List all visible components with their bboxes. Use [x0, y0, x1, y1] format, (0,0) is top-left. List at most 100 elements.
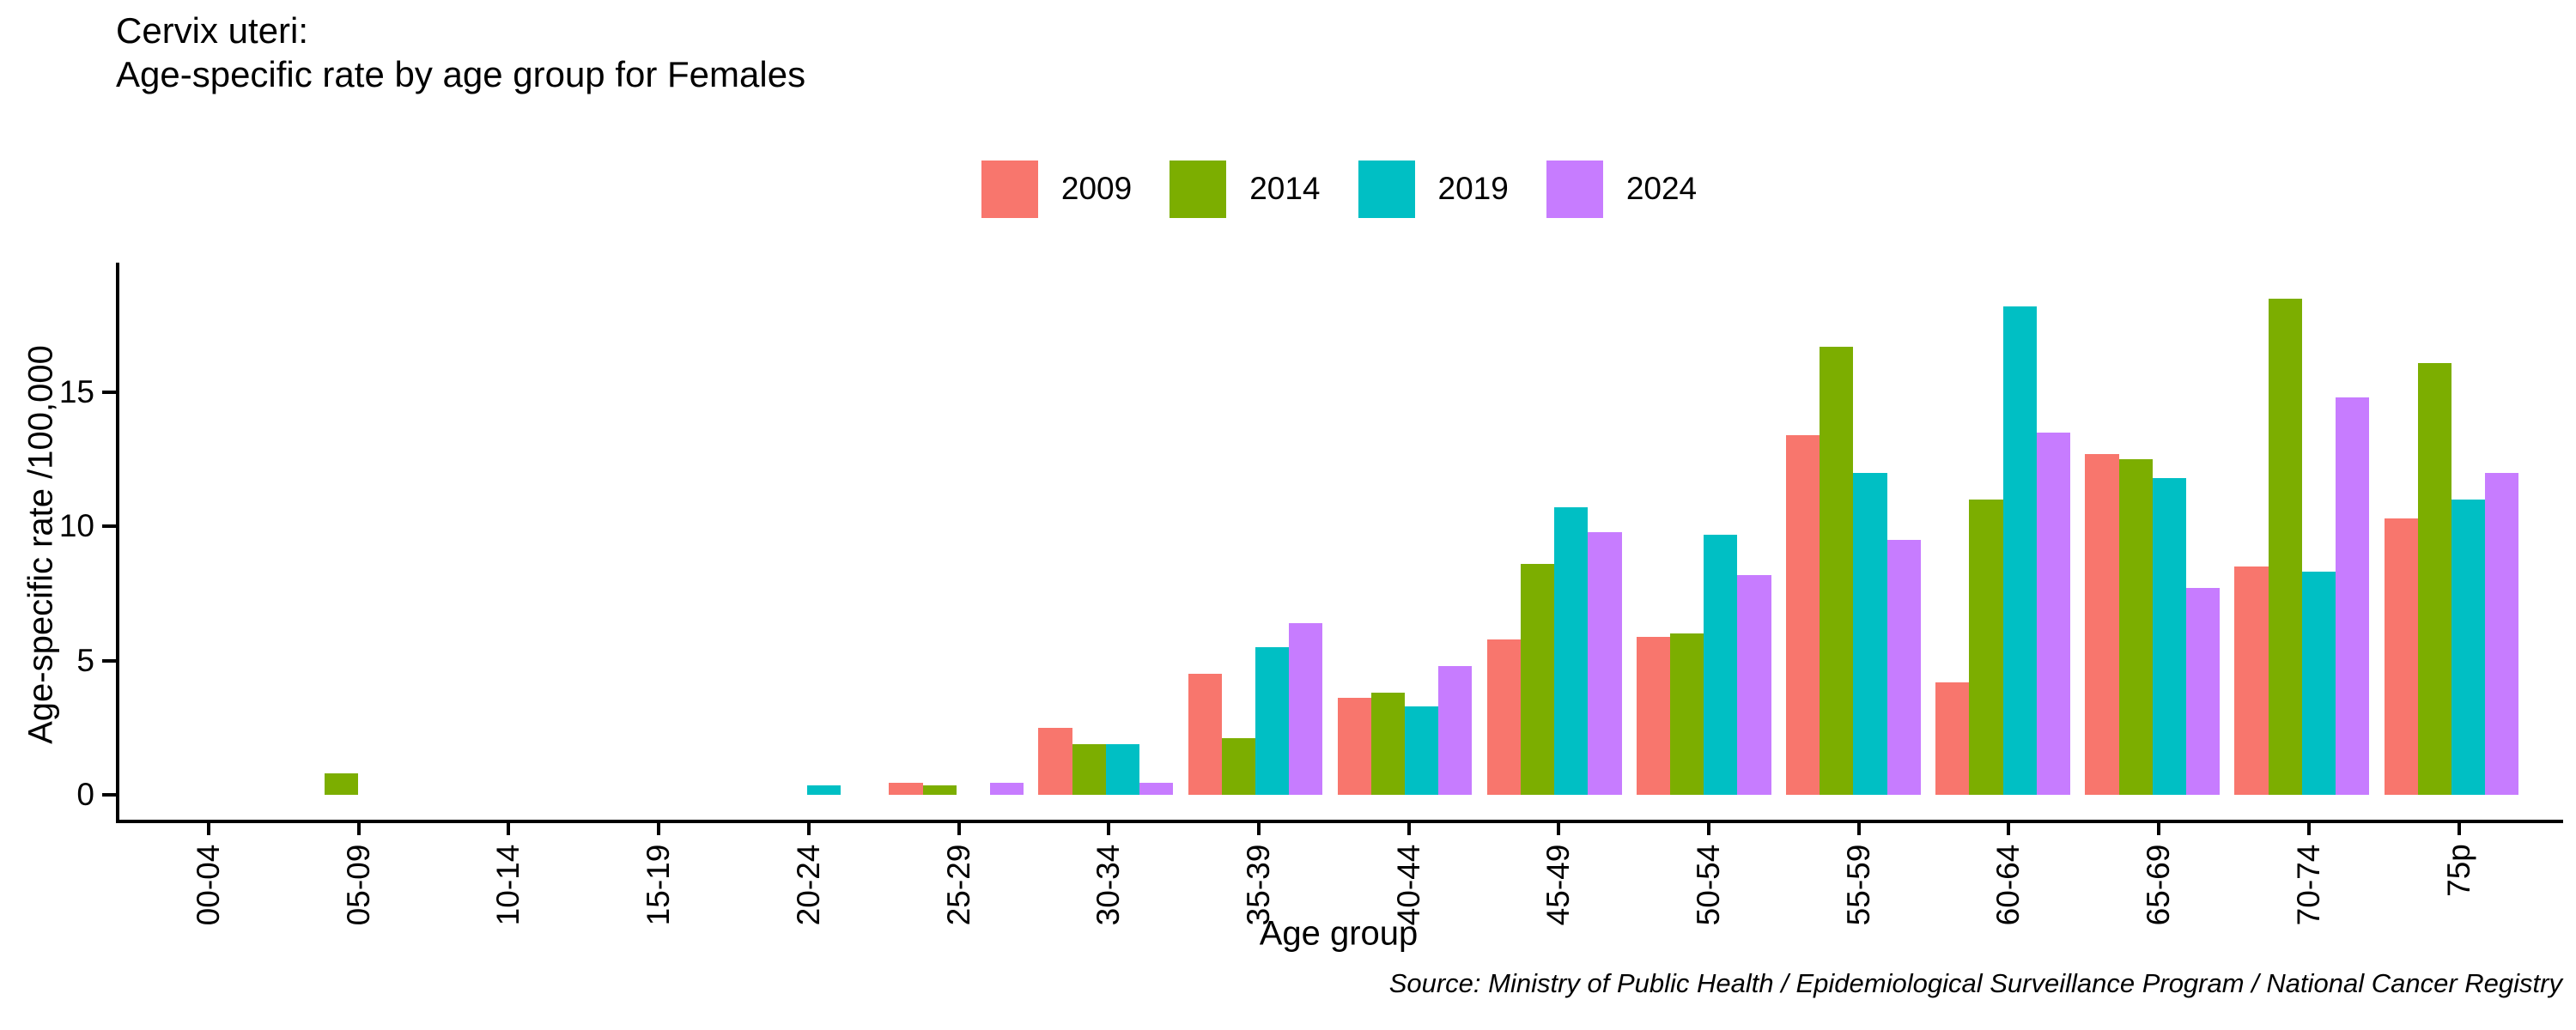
bar-2014-25-29 [922, 785, 957, 795]
bar-2009-30-34 [1038, 727, 1072, 795]
bar-2019-45-49 [1554, 507, 1589, 795]
legend-item-2014: 2014 [1170, 160, 1321, 218]
bar-2024-55-59 [1886, 539, 1921, 795]
y-tick-label: 15 [58, 373, 94, 409]
bar-group-40-44 [1330, 264, 1479, 795]
x-tick-label: 30-34 [1091, 844, 1127, 925]
plot-panel [119, 264, 2550, 820]
x-tick-label: 05-09 [340, 844, 376, 925]
x-tick [2157, 821, 2161, 835]
x-tick [2457, 821, 2461, 835]
x-tick-label: 75p [2440, 844, 2476, 897]
bar-cluster-40-44 [1337, 264, 1473, 795]
bar-cluster-00-04 [142, 264, 276, 795]
bar-group-20-24 [732, 264, 882, 795]
bar-group-15-19 [582, 264, 732, 795]
chart-title-line1: Cervix uteri: [116, 10, 309, 51]
source-credit: Source: Ministry of Public Health / Epid… [1388, 968, 2562, 998]
x-tick-label: 20-24 [790, 844, 826, 925]
bar-cluster-30-34 [1038, 264, 1174, 795]
bar-2009-75p [2384, 518, 2418, 795]
bar-cluster-70-74 [2234, 264, 2370, 795]
bar-2009-55-59 [1786, 434, 1820, 795]
x-tick [507, 821, 511, 835]
bar-cluster-15-19 [590, 264, 725, 795]
bar-cluster-10-14 [440, 264, 575, 795]
y-tick [102, 658, 116, 663]
bar-2014-65-69 [2118, 459, 2153, 795]
bar-2024-65-69 [2185, 588, 2221, 795]
legend-swatch-2014 [1170, 160, 1227, 218]
bar-2019-30-34 [1105, 743, 1139, 795]
bar-2024-40-44 [1438, 665, 1473, 795]
x-tick-label: 55-59 [1840, 844, 1876, 925]
bar-2024-75p [2485, 472, 2519, 795]
x-tick-label: 40-44 [1390, 844, 1426, 925]
bar-2014-70-74 [2268, 298, 2302, 795]
bar-2009-50-54 [1636, 636, 1671, 795]
bar-2024-70-74 [2335, 397, 2370, 795]
bar-2009-70-74 [2234, 566, 2269, 795]
bar-2024-60-64 [2036, 432, 2070, 795]
bar-2014-35-39 [1221, 738, 1255, 795]
x-tick [1557, 821, 1561, 835]
bar-2019-65-69 [2152, 478, 2186, 795]
bar-2019-55-59 [1853, 472, 1887, 795]
bar-2024-25-29 [989, 782, 1024, 795]
bar-group-65-69 [2078, 264, 2227, 795]
bar-2019-60-64 [2002, 306, 2037, 795]
bar-2014-40-44 [1370, 693, 1406, 795]
bar-2024-50-54 [1737, 574, 1771, 795]
x-tick-label: 15-19 [641, 844, 677, 925]
bar-cluster-65-69 [2085, 264, 2221, 795]
bar-group-75p [2377, 264, 2526, 795]
bar-2024-35-39 [1289, 622, 1323, 795]
bar-cluster-60-64 [1935, 264, 2070, 795]
bar-group-30-34 [1031, 264, 1181, 795]
bar-2019-50-54 [1704, 534, 1738, 795]
y-axis-line [116, 263, 119, 823]
bar-group-00-04 [134, 264, 283, 795]
bar-2014-30-34 [1072, 743, 1106, 795]
bar-cluster-25-29 [889, 264, 1024, 795]
legend-item-2019: 2019 [1358, 160, 1509, 218]
bar-cluster-45-49 [1486, 264, 1622, 795]
bar-2009-60-64 [1935, 682, 1970, 795]
x-axis-title: Age group [1259, 914, 1419, 953]
bar-2009-25-29 [889, 782, 923, 795]
x-tick [2007, 821, 2011, 835]
legend-label-2024: 2024 [1625, 171, 1698, 206]
bar-2019-75p [2451, 500, 2486, 795]
bar-2014-50-54 [1670, 633, 1704, 795]
bar-2009-40-44 [1337, 698, 1371, 795]
bar-2014-55-59 [1820, 346, 1854, 795]
x-axis-line [116, 820, 2563, 823]
y-axis-title: Age-specific rate /100,000 [21, 345, 60, 744]
y-tick-label: 0 [76, 777, 94, 812]
legend-swatch-2009 [981, 160, 1038, 218]
bar-2019-20-24 [806, 785, 841, 795]
x-tick [1707, 821, 1710, 835]
bars-area [134, 264, 2526, 795]
bar-cluster-20-24 [739, 264, 874, 795]
bar-2014-60-64 [1969, 500, 2003, 795]
x-tick [207, 821, 210, 835]
y-tick-label: 10 [58, 508, 94, 544]
bar-group-05-09 [283, 264, 433, 795]
bar-cluster-05-09 [291, 264, 426, 795]
x-tick [2306, 821, 2311, 835]
y-tick [102, 793, 116, 797]
bar-group-25-29 [882, 264, 1031, 795]
x-tick-label: 70-74 [2290, 844, 2326, 925]
x-tick [657, 821, 661, 835]
x-tick-label: 65-69 [2141, 844, 2177, 925]
bar-cluster-35-39 [1188, 264, 1323, 795]
chart-title-line2: Age-specific rate by age group for Femal… [116, 54, 806, 94]
x-tick [356, 821, 361, 835]
bar-2014-45-49 [1521, 564, 1555, 795]
x-tick-label: 00-04 [191, 844, 226, 925]
bar-2019-35-39 [1255, 647, 1290, 795]
bar-group-55-59 [1778, 264, 1928, 795]
legend-label-2014: 2014 [1249, 171, 1321, 206]
